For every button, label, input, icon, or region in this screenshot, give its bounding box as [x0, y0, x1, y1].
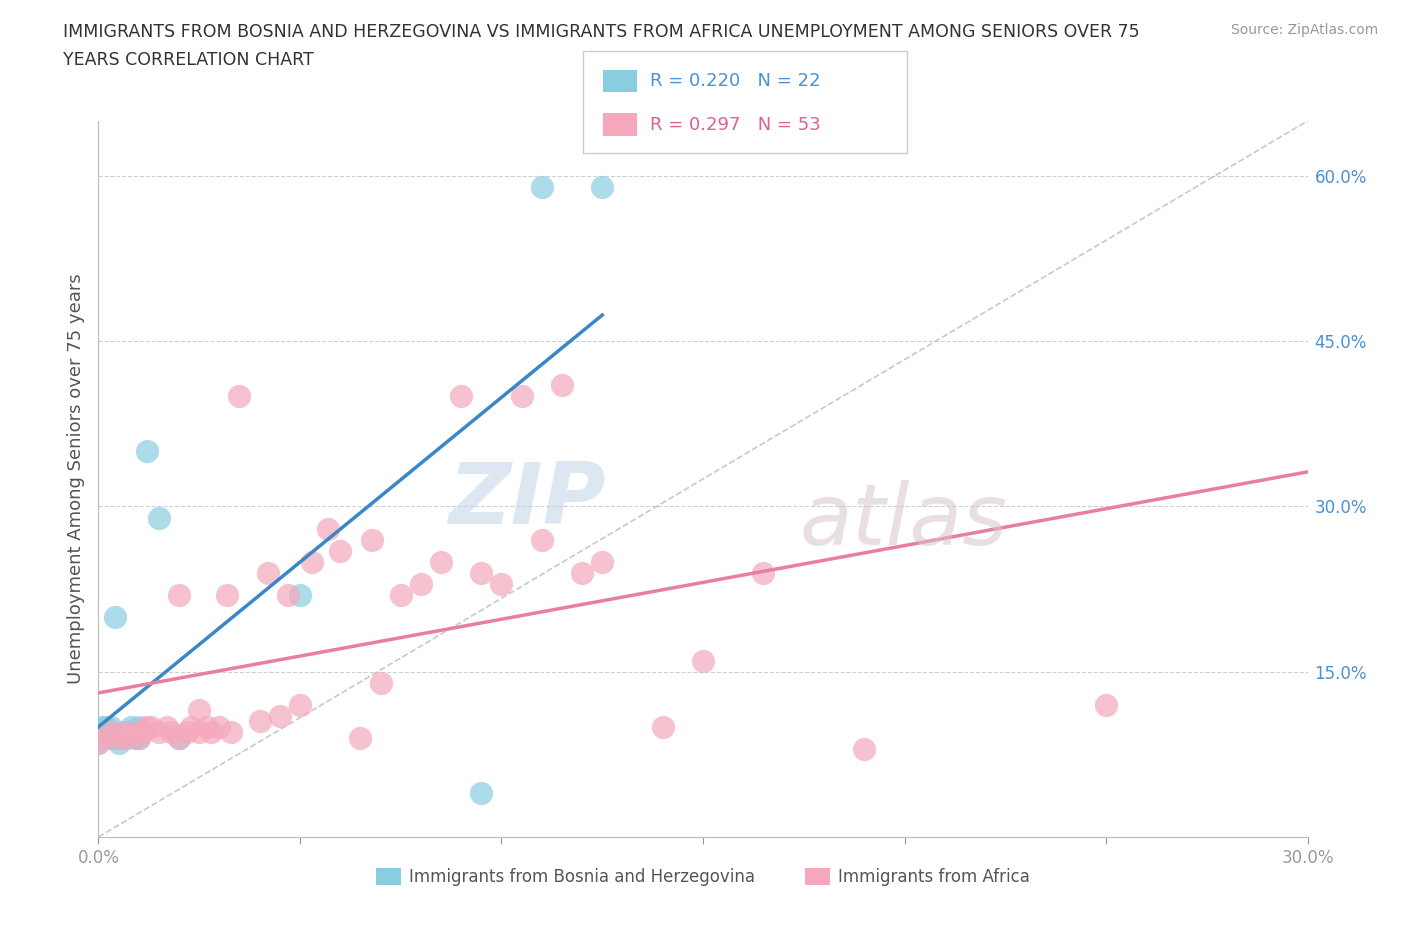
Point: [188, 724, 211, 739]
Text: Source: ZipAtlas.com: Source: ZipAtlas.com: [1230, 23, 1378, 37]
Point: [551, 378, 574, 392]
Point: [1095, 698, 1118, 712]
Point: [301, 554, 323, 569]
Point: [288, 698, 311, 712]
Point: [111, 724, 134, 739]
Point: [491, 577, 513, 591]
Point: [195, 720, 218, 735]
Point: [249, 714, 271, 729]
Point: [349, 730, 371, 745]
Point: [156, 720, 179, 735]
Point: [103, 609, 125, 624]
Point: [128, 720, 150, 735]
Point: [409, 577, 432, 591]
Point: [107, 730, 129, 745]
Point: [530, 532, 553, 547]
Point: [100, 720, 122, 735]
Point: [853, 741, 876, 756]
Point: [470, 565, 492, 580]
Point: [370, 675, 392, 690]
Point: [430, 554, 453, 569]
Point: [217, 587, 239, 602]
Point: [269, 709, 291, 724]
Point: [180, 720, 202, 735]
Point: [361, 532, 384, 547]
Point: [139, 720, 162, 735]
Point: [221, 724, 243, 739]
Legend: Immigrants from Bosnia and Herzegovina, Immigrants from Africa: Immigrants from Bosnia and Herzegovina, …: [368, 861, 1038, 893]
Point: [124, 724, 146, 739]
Point: [591, 554, 613, 569]
Point: [510, 389, 533, 404]
Point: [228, 389, 250, 404]
Text: R = 0.297   N = 53: R = 0.297 N = 53: [650, 115, 820, 134]
Text: atlas: atlas: [800, 481, 1008, 564]
Y-axis label: Unemployment Among Seniors over 75 years: Unemployment Among Seniors over 75 years: [66, 273, 84, 684]
Point: [135, 720, 157, 735]
Point: [132, 724, 155, 739]
Point: [91, 720, 114, 735]
Point: [176, 724, 198, 739]
Point: [329, 543, 352, 558]
Text: YEARS CORRELATION CHART: YEARS CORRELATION CHART: [63, 51, 314, 69]
Point: [91, 730, 114, 745]
Point: [100, 724, 122, 739]
Point: [87, 736, 110, 751]
Point: [752, 565, 775, 580]
Point: [128, 730, 150, 745]
Point: [107, 730, 129, 745]
Text: R = 0.220   N = 22: R = 0.220 N = 22: [650, 72, 820, 90]
Text: ZIP: ZIP: [449, 458, 606, 542]
Point: [692, 653, 714, 668]
Point: [389, 587, 412, 602]
Point: [277, 587, 299, 602]
Point: [124, 730, 146, 745]
Point: [256, 565, 278, 580]
Point: [160, 724, 183, 739]
Point: [107, 736, 129, 751]
Point: [288, 587, 311, 602]
Point: [208, 720, 231, 735]
Point: [167, 587, 190, 602]
Point: [450, 389, 472, 404]
Point: [100, 730, 122, 745]
Point: [591, 179, 613, 194]
Text: IMMIGRANTS FROM BOSNIA AND HERZEGOVINA VS IMMIGRANTS FROM AFRICA UNEMPLOYMENT AM: IMMIGRANTS FROM BOSNIA AND HERZEGOVINA V…: [63, 23, 1140, 41]
Point: [87, 724, 110, 739]
Point: [200, 724, 222, 739]
Point: [135, 444, 157, 458]
Point: [87, 736, 110, 751]
Point: [120, 720, 142, 735]
Point: [316, 521, 339, 536]
Point: [148, 724, 170, 739]
Point: [470, 786, 492, 801]
Point: [167, 730, 190, 745]
Point: [651, 720, 673, 735]
Point: [571, 565, 593, 580]
Point: [148, 510, 170, 525]
Point: [96, 720, 118, 735]
Point: [96, 730, 118, 745]
Point: [530, 179, 553, 194]
Point: [188, 703, 211, 718]
Point: [115, 730, 138, 745]
Point: [128, 730, 150, 745]
Point: [115, 724, 138, 739]
Point: [167, 730, 190, 745]
